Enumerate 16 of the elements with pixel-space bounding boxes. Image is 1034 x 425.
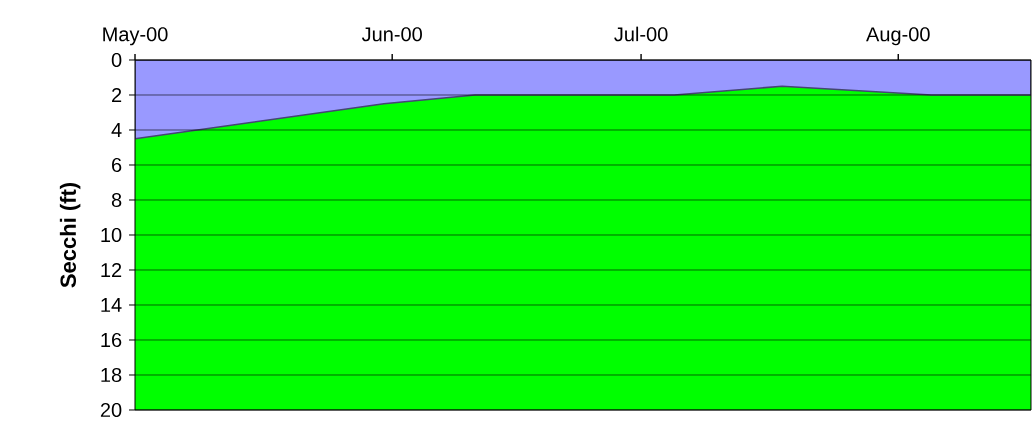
x-tick-label: May-00 xyxy=(103,27,168,46)
y-tick-label: 8 xyxy=(111,192,122,208)
y-tick-label: 4 xyxy=(111,123,122,137)
y-tick-label: 16 xyxy=(101,332,122,348)
y-tick-label: 12 xyxy=(101,263,122,277)
y-tick-label: 2 xyxy=(112,88,122,102)
y-tick-label: 14 xyxy=(101,298,122,312)
y-tick-label: 10 xyxy=(101,227,122,243)
x-tick-label: Jul-00 xyxy=(614,26,668,42)
x-tick-label: Aug-00 xyxy=(866,27,930,46)
y-tick-label: 0 xyxy=(111,52,122,68)
y-axis-title: Secchi (ft) xyxy=(59,182,81,288)
y-tick-label: 18 xyxy=(101,367,122,383)
y-tick-label: 6 xyxy=(112,157,122,173)
y-tick-label: 20 xyxy=(100,402,122,418)
x-tick-label: Jun-00 xyxy=(361,27,422,42)
